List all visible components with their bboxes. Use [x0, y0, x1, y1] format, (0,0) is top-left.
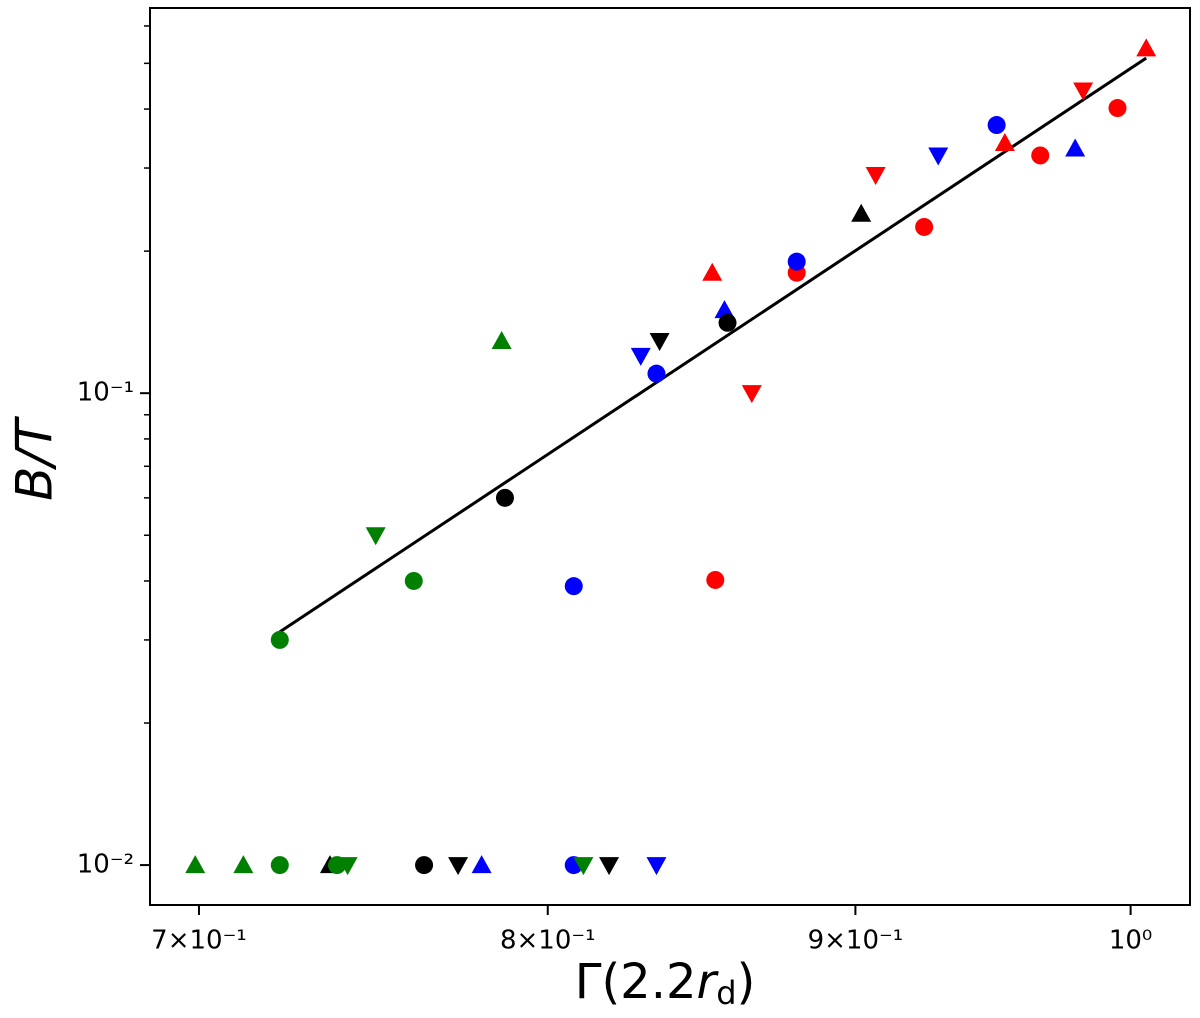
point: [851, 203, 872, 222]
plot-frame: [149, 7, 1191, 906]
point: [270, 630, 289, 649]
point: [448, 857, 469, 876]
x-axis-label: Γ(2.2rd): [575, 954, 756, 1012]
point: [233, 855, 254, 874]
point: [647, 364, 666, 383]
point: [718, 313, 737, 332]
point: [573, 857, 594, 876]
point: [714, 300, 735, 319]
x-tick-label: 9×10⁻¹: [808, 926, 904, 956]
point: [495, 488, 514, 507]
point: [365, 527, 386, 546]
point: [404, 571, 423, 590]
point: [1108, 99, 1127, 118]
x-tick-label: 8×10⁻¹: [500, 926, 596, 956]
x-tick-label: 7×10⁻¹: [151, 926, 247, 956]
point: [994, 132, 1015, 151]
point: [787, 252, 806, 271]
point: [185, 855, 206, 874]
x-label-part: r: [697, 954, 720, 1010]
point: [915, 217, 934, 236]
point: [865, 166, 886, 185]
point: [987, 116, 1006, 135]
x-tick-label: 10⁰: [1109, 926, 1153, 956]
point: [415, 856, 434, 875]
point: [630, 347, 651, 366]
point: [1031, 146, 1050, 165]
y-tick-label: 10⁻¹: [77, 378, 134, 408]
point: [702, 262, 723, 281]
fit-line: [278, 56, 1148, 634]
point: [741, 385, 762, 404]
point: [337, 857, 358, 876]
x-label-part: Γ(2.2: [575, 954, 697, 1010]
point: [928, 147, 949, 166]
point: [564, 577, 583, 596]
point: [1136, 38, 1157, 57]
point: [471, 855, 492, 874]
point: [706, 570, 725, 589]
x-label-part: d: [716, 974, 736, 1012]
point: [599, 857, 620, 876]
x-label-part: ): [737, 954, 756, 1010]
point: [646, 857, 667, 876]
point: [270, 856, 289, 875]
point: [1065, 138, 1086, 157]
y-axis-label: B/T: [6, 416, 64, 501]
point: [1073, 82, 1094, 101]
y-tick-label: 10⁻²: [77, 850, 134, 880]
point: [491, 330, 512, 349]
point: [649, 332, 670, 351]
